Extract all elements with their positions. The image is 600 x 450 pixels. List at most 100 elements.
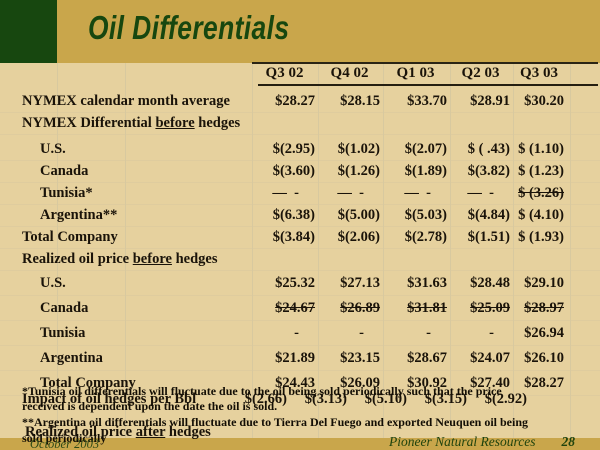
cell-value (449, 113, 512, 134)
cell-value: $(1.02) (337, 141, 380, 157)
cell-value: $25.32 (275, 275, 315, 291)
table-row: Canada $24.67 $26.89 $31.81 $25.09 $28.97 (0, 296, 600, 321)
cell-value: $ (4.10) (518, 207, 564, 223)
gridline (383, 63, 384, 438)
cell-value: $28.97 (524, 300, 564, 316)
column-header: Q2 03 (461, 65, 500, 81)
cell-value: $28.15 (340, 93, 380, 109)
cell-value: $24.67 (275, 300, 315, 316)
cell-value (317, 113, 382, 134)
cell-value: — - (467, 185, 494, 201)
cell-value: $23.15 (340, 350, 380, 366)
gridline (450, 63, 451, 438)
cell-value: $28.27 (524, 375, 564, 391)
gridline (252, 63, 253, 438)
table-row: NYMEX calendar month average $28.27 $28.15… (0, 91, 600, 113)
table-row: Total Company $24.43 $26.09 $30.92 $27.40 $28… (0, 371, 600, 396)
cell-value: $(2.78) (404, 229, 447, 245)
impact-of-hedges-row: Impact of oil hedges per Bbl $(2.66) $(3… (22, 390, 527, 408)
row-label: NYMEX Differential before hedges (22, 115, 241, 131)
cell-value: $ (1.93) (518, 229, 564, 245)
footer-band (0, 438, 600, 450)
cell-value: $25.09 (470, 300, 510, 316)
row-label: NYMEX calendar month average (22, 93, 230, 109)
cell-value: $28.67 (407, 350, 447, 366)
cell-value: $(2.92) (484, 391, 527, 407)
header-underline (258, 84, 598, 86)
table-row: Total Company $(3.84) $(2.06) $(2.78) $(1.51… (0, 227, 600, 249)
footer-company-line: Pioneer Natural Resources 28 (389, 434, 575, 450)
table-row: Realized oil price before hedges (0, 249, 600, 271)
row-label: Total Company (40, 375, 136, 391)
cell-value: $24.43 (275, 375, 315, 391)
header-spacer (0, 63, 252, 85)
cell-value: — - (404, 185, 431, 201)
footer-date: October 2003 (30, 437, 100, 450)
cell-value: - (294, 325, 299, 341)
after-hedges-row-label: Realized oil price after hedges (25, 424, 211, 441)
label-text: hedges (165, 424, 211, 440)
cell-value (512, 249, 566, 270)
cell-value: $33.70 (407, 93, 447, 109)
cell-value: $31.81 (407, 300, 447, 316)
gridline (125, 63, 126, 438)
column-header: Q4 02 (330, 65, 369, 81)
cell-value: $30.92 (407, 375, 447, 391)
cell-value: $(2.06) (337, 229, 380, 245)
cell-value: $21.89 (275, 350, 315, 366)
page-title: Oil Differentials (88, 9, 290, 46)
label-text: Realized oil price (25, 424, 136, 440)
cell-value: $ ( .43) (467, 141, 510, 157)
cell-value (512, 113, 566, 134)
cell-value: $(4.84) (467, 207, 510, 223)
table-top-border (252, 62, 598, 64)
table-row: Argentina $21.89 $23.15 $28.67 $24.07 $26.10 (0, 346, 600, 371)
table-row: Tunisia* — - — - — - — - $ (3.26) (0, 183, 600, 205)
column-header: Q3 02 (265, 65, 304, 81)
page-number: 28 (561, 434, 576, 449)
cell-value: $26.09 (340, 375, 380, 391)
cell-value: $(1.89) (404, 163, 447, 179)
table-row: Argentina** $(6.38) $(5.00) $(5.03) $(4.84) $… (0, 205, 600, 227)
cell-value: $(1.51) (467, 229, 510, 245)
row-label: Tunisia (40, 325, 86, 341)
cell-value: $(2.07) (404, 141, 447, 157)
table-row: NYMEX Differential before hedges (0, 113, 600, 135)
row-label: Canada (40, 300, 89, 316)
cell-value (252, 113, 317, 134)
table-row: U.S. $25.32 $27.13 $31.63 $28.48 $29.10 (0, 271, 600, 296)
cell-value (317, 249, 382, 270)
row-label: Realized oil price before hedges (22, 251, 218, 267)
cell-value: $(3.82) (467, 163, 510, 179)
footnote-tunisia-line2: received is dependent upon the date the … (22, 399, 278, 413)
gridline (570, 63, 571, 438)
cell-value: $28.48 (470, 275, 510, 291)
header-band (0, 0, 600, 63)
cell-value: $ (3.26) (518, 185, 564, 201)
gridline (57, 63, 58, 438)
cell-value: $(6.38) (272, 207, 315, 223)
row-label: Tunisia* (40, 185, 93, 201)
cell-value: $(1.26) (337, 163, 380, 179)
cell-value: - (426, 325, 431, 341)
cell-value: $(3.60) (272, 163, 315, 179)
row-label: U.S. (40, 275, 66, 291)
cell-value: $27.13 (340, 275, 380, 291)
cell-value: $30.20 (524, 93, 564, 109)
cell-value: — - (272, 185, 299, 201)
company-name: Pioneer Natural Resources (389, 434, 536, 449)
cell-value: $(3.84) (272, 229, 315, 245)
table-row: Canada $(3.60) $(1.26) $(1.89) $(3.82) $ (1.2… (0, 161, 600, 183)
cell-value: $29.10 (524, 275, 564, 291)
footnote-argentina-line2: sold periodically (22, 431, 107, 445)
cell-value (382, 113, 449, 134)
cell-value: $24.07 (470, 350, 510, 366)
cell-value: $ (1.23) (518, 163, 564, 179)
oil-differentials-table: Q3 02 Q4 02 Q1 03 Q2 03 Q3 03 NYMEX cale… (0, 63, 600, 396)
table-row: Tunisia - - - - $26.94 (0, 321, 600, 346)
gridline (318, 63, 319, 438)
cell-value: $(5.03) (404, 207, 447, 223)
cell-value: $31.63 (407, 275, 447, 291)
column-header: Q1 03 (396, 65, 435, 81)
